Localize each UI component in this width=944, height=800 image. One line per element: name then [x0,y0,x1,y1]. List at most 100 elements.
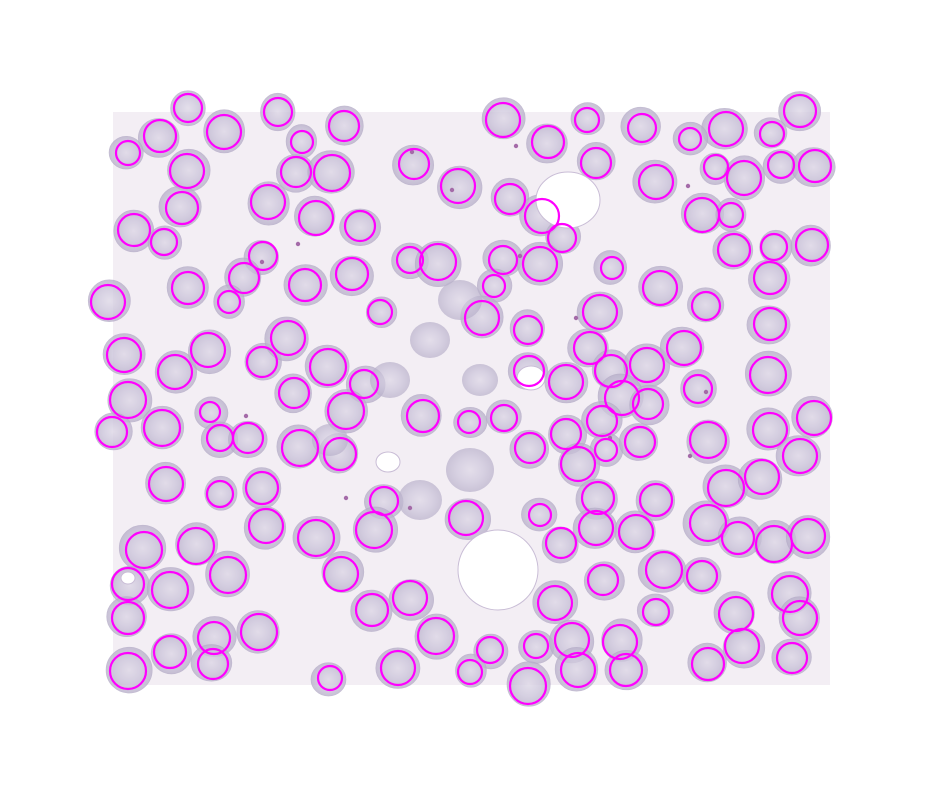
detection-circle [723,627,761,665]
detection-circle [152,634,188,670]
detection-circle [688,420,728,460]
red-blood-cell [398,480,442,520]
red-blood-cell [242,467,282,510]
detection-circle [508,666,548,706]
detection-circle [245,345,279,379]
detection-circle [247,507,285,545]
detection-circle [105,336,143,374]
red-blood-cell [154,350,198,394]
red-blood-cell [370,362,410,398]
detection-circle [110,566,146,602]
detection-circle [287,267,323,303]
detection-circle [456,409,482,435]
detection-circle [759,232,789,262]
detection-circle [637,163,675,201]
detection-circle [379,649,417,687]
detection-circle [231,421,265,455]
detection-circle [559,651,597,689]
detection-circle [481,273,507,299]
red-blood-cell [712,230,754,270]
detection-circle [316,664,344,692]
detection-circle [781,437,819,475]
detection-circle [391,579,429,617]
detection-circle [247,240,279,272]
red-blood-cell [102,333,146,375]
detection-circle [489,403,519,433]
detection-circle [463,299,501,337]
detection-circle [108,651,148,691]
red-blood-cell [462,364,498,396]
detection-circle [547,363,585,401]
detection-circle [593,353,629,389]
detection-circle [527,502,553,528]
detection-circle [521,245,559,283]
detection-circle [164,190,200,226]
red-blood-cell [292,515,341,560]
detection-circle [395,245,425,275]
detection-circle [623,425,657,459]
detection-circle [573,106,601,134]
detection-circle [239,612,279,652]
slide-artifact [457,529,539,611]
detection-circle [312,153,352,193]
red-blood-cell [604,649,648,691]
stain-dot [295,241,301,247]
detection-circle [685,559,719,593]
detection-circle [208,555,248,595]
detection-circle [343,209,377,243]
detection-circle [475,635,505,665]
detection-circle [781,599,819,637]
red-blood-cell [175,522,219,566]
detection-circle [580,480,616,516]
detection-circle [322,555,360,593]
detection-circle [752,260,788,296]
red-blood-cell [778,91,822,132]
detection-circle [638,482,674,518]
detection-circle [227,261,261,295]
detection-circle [707,110,745,148]
detection-circle [752,306,788,342]
detection-circle [608,652,644,688]
detection-circle [176,526,216,566]
detection-circle [439,167,477,205]
artifact-layer [120,143,709,611]
detection-circle [601,623,639,661]
detection-circle [748,355,788,395]
detection-circle [677,126,703,152]
red-blood-cell [145,461,186,505]
detection-circle [308,347,348,387]
detection-circle [172,92,204,124]
detection-circle [205,113,243,151]
detection-circle [297,199,335,237]
stain-dot [243,413,249,419]
detection-circle [644,550,684,590]
detection-circle [794,227,830,263]
detection-circle [690,290,722,322]
detection-circle [147,465,185,503]
detection-circle [142,408,182,448]
detection-marker-layer [89,92,833,706]
detection-circle [447,499,485,537]
detection-circle [599,255,625,281]
detection-circle [782,93,818,129]
detection-circle [156,353,194,391]
red-blood-cell [446,448,494,492]
detection-circle [189,331,227,369]
red-blood-cell [723,155,766,201]
detection-circle [512,354,546,388]
stain-dot [343,495,349,501]
red-blood-cell [686,419,730,464]
detection-circle [168,152,206,190]
red-blood-cell [414,613,459,660]
detection-circle [706,468,746,508]
detection-circle [544,526,578,560]
detection-circle [484,101,522,139]
detection-circle [322,436,358,472]
stain-dot [259,259,265,265]
detection-circle [725,159,763,197]
detection-circle [641,597,671,627]
red-blood-cell [614,510,656,554]
detection-circle [626,112,658,144]
detection-circle [196,620,232,656]
red-blood-cell [170,90,206,127]
